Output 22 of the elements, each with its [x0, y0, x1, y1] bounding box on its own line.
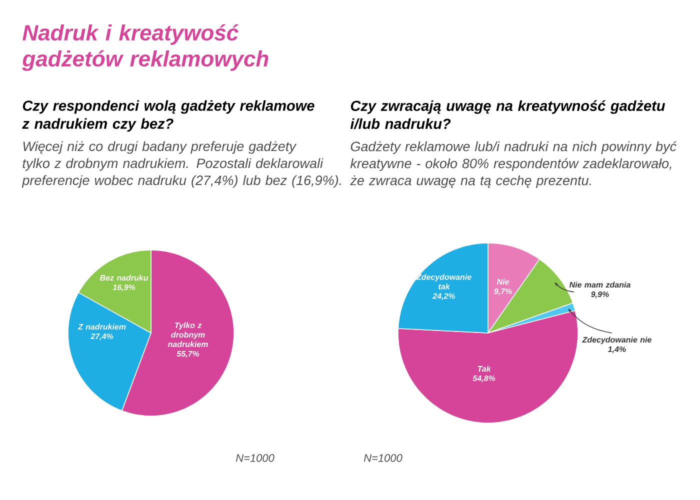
data-label: 24,2%	[432, 293, 456, 300]
text: Nadruk i kreatywość gadżetów reklamowych	[22, 24, 268, 71]
slice-label: Tak	[478, 366, 492, 372]
chart-subtitle: Gadżety reklamowe lub/i nadruki na nich powinny być kreatywne - około 80% respondentów zadeklarowało, że zwraca uwagę na tą cechę prezentu.	[350, 141, 676, 188]
slice-label: Tylko z drobnym nadrukiem	[168, 322, 208, 348]
chart-title: Czy zwracają uwagę na kreatywność gadżetu i/lub nadruku?	[350, 100, 666, 130]
data-label: 1,4%	[608, 346, 626, 354]
text: N=1000	[364, 454, 402, 462]
slice-label: Bez nadruku	[100, 274, 148, 281]
data-label: 9,7%	[494, 288, 512, 296]
text: N=1000	[236, 454, 274, 462]
chart-subtitle: Więcej niż co drugi badany preferuje gadżety tylko z drobnym nadrukiem. Pozostali deklarowali preferencje wobec nadruku (27,4%) lub bez (16,9%).	[22, 141, 341, 188]
slice-label: Zdecydowanie nie	[582, 336, 652, 344]
chart-title: Czy respondenci wolą gadżety reklamowe z nadrukiem czy bez?	[22, 100, 314, 132]
data-label: 16,9%	[112, 284, 136, 292]
data-label: 55,7%	[176, 350, 200, 358]
slice-label: Z nadrukiem	[78, 324, 126, 330]
slice-label: Nie mam zdania	[569, 282, 630, 288]
data-label: 27,4%	[90, 333, 114, 340]
slice-label: Nie	[496, 278, 510, 285]
data-label: 9,9%	[591, 291, 609, 298]
data-label: 54,8%	[472, 375, 496, 382]
